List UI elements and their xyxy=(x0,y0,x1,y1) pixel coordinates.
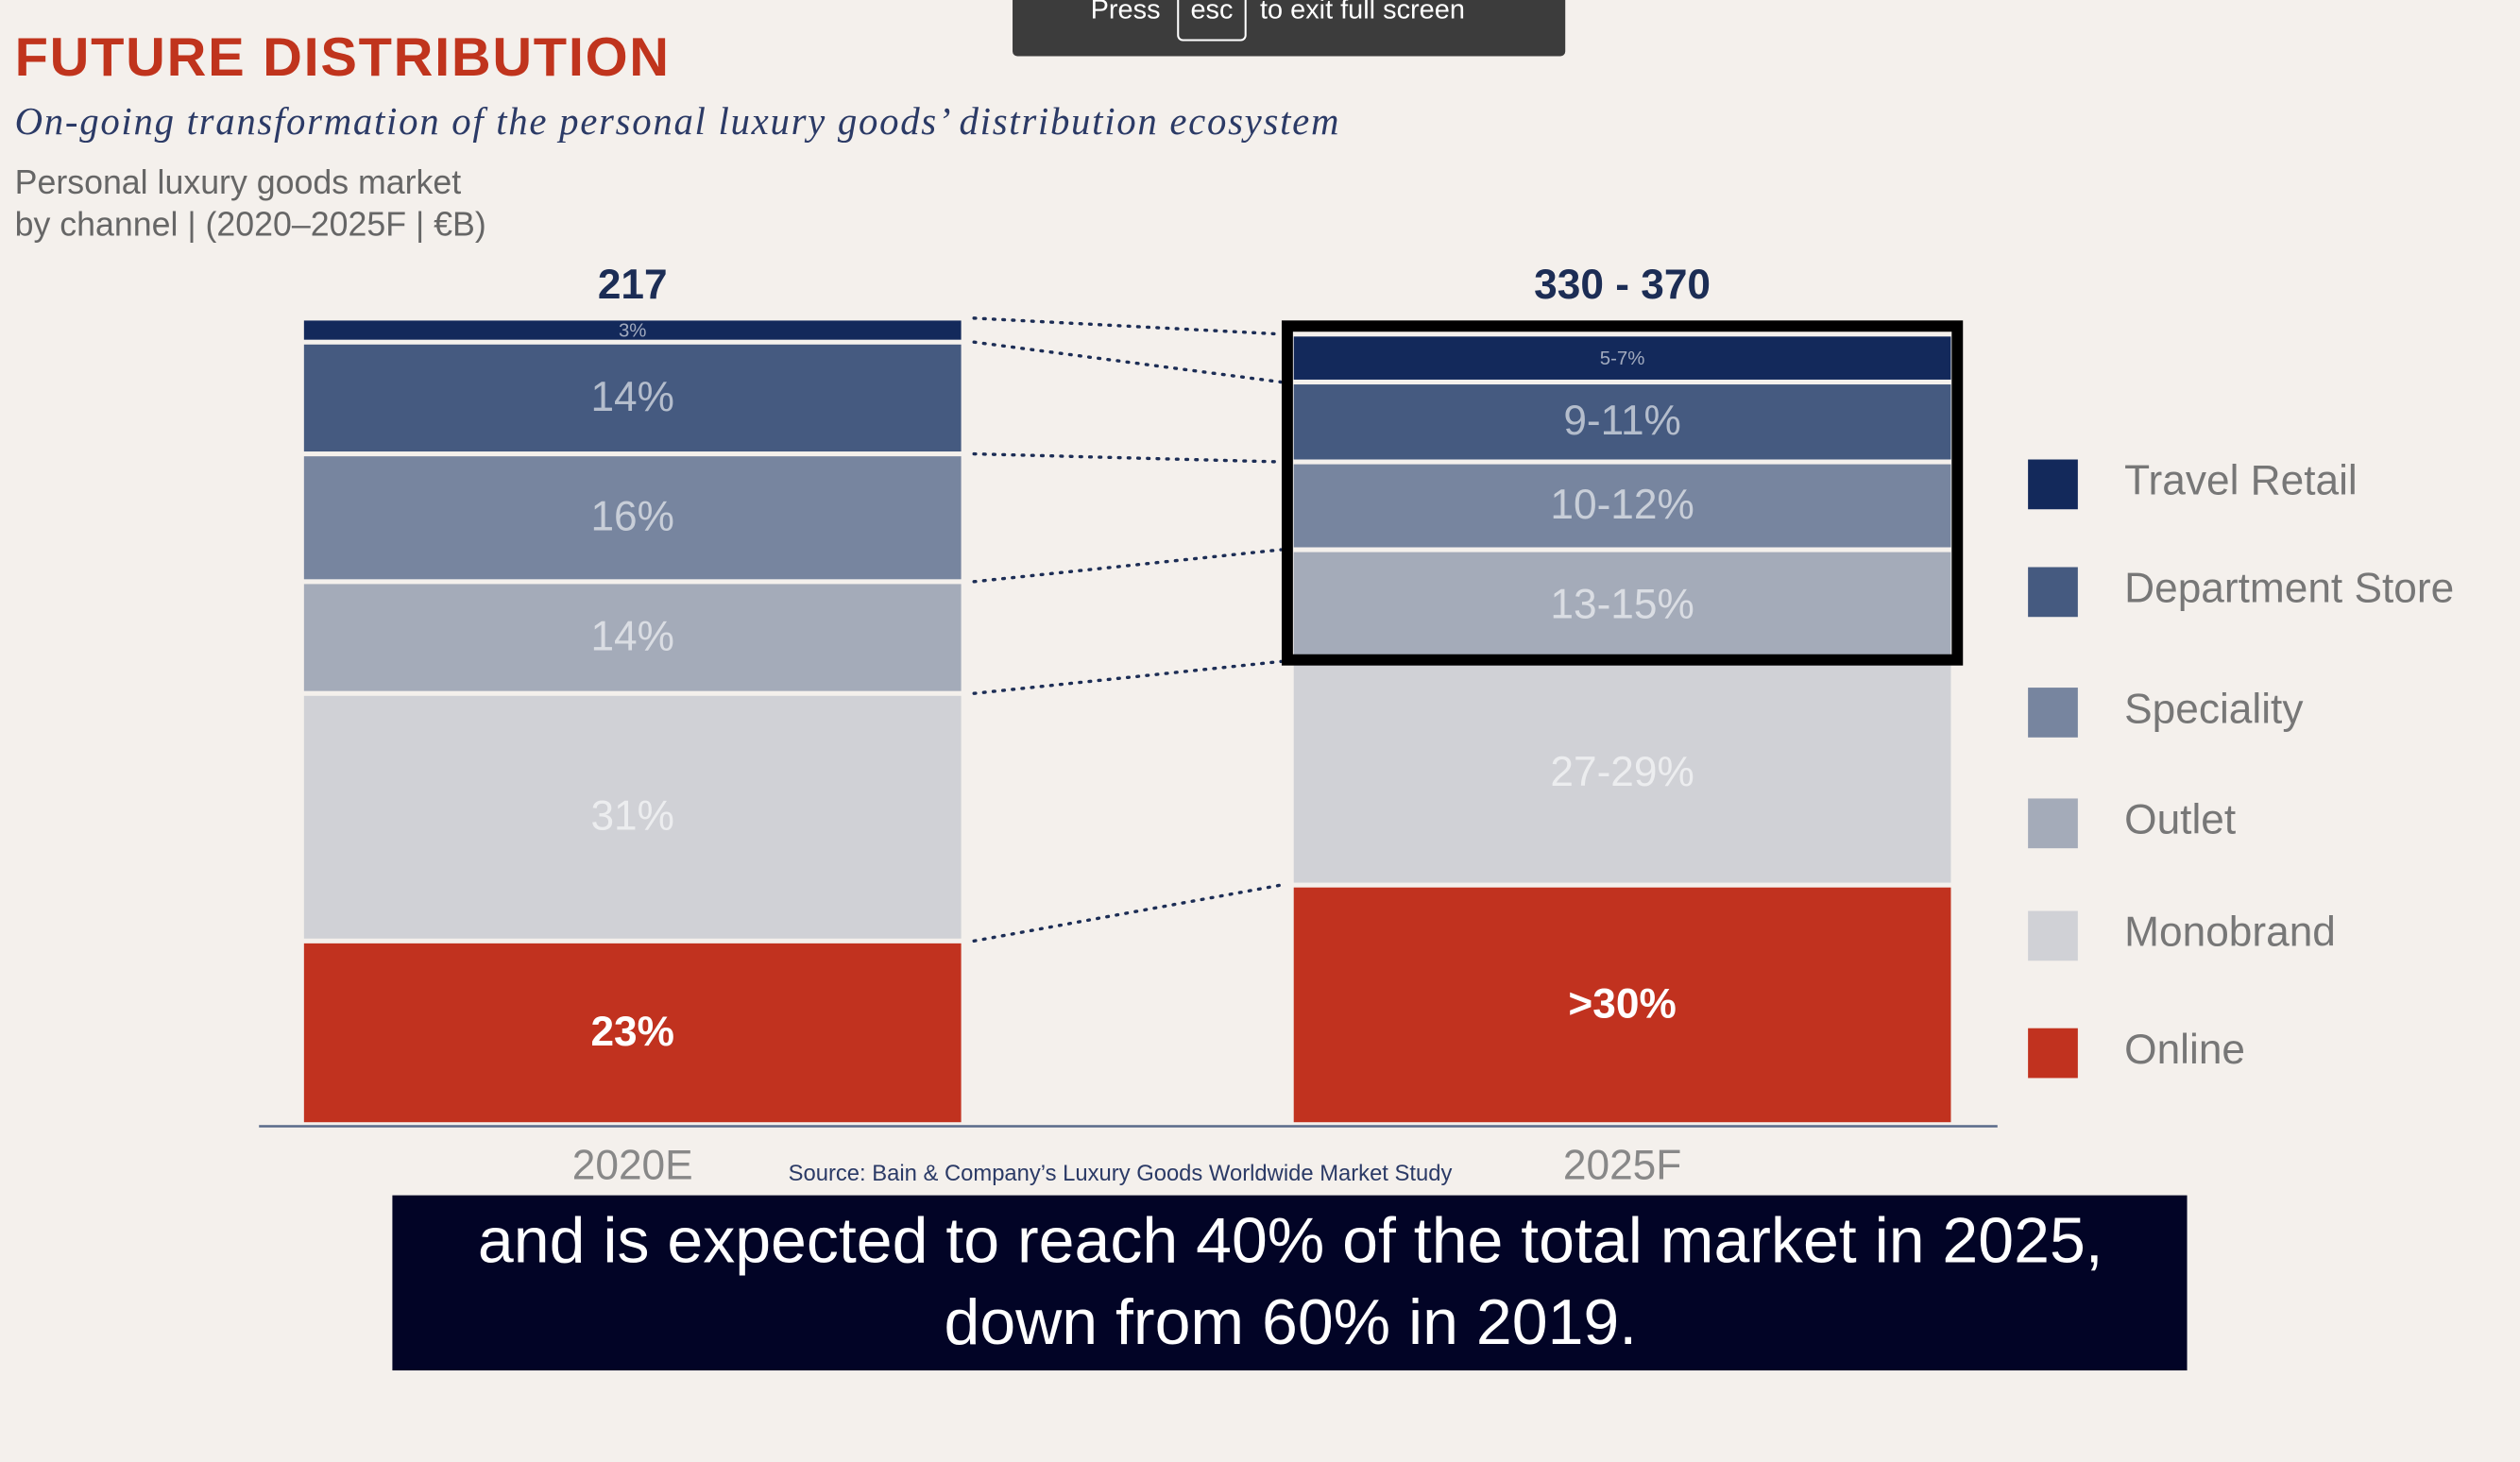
description: by channel | (2020–2025F | €B) xyxy=(15,205,486,243)
value-label: 27-29% xyxy=(1550,749,1694,795)
legend-label: Department Store xyxy=(2124,566,2454,612)
legend-swatch xyxy=(2028,567,2078,618)
connector xyxy=(972,451,1283,464)
caption: down from 60% in 2019. xyxy=(944,1286,1637,1358)
bar-segment xyxy=(1293,464,1951,548)
x-tick-label: 2020E xyxy=(572,1142,693,1188)
legend-swatch xyxy=(2028,910,2078,961)
bar-segment xyxy=(1293,552,1951,659)
notice-text: Press xyxy=(1091,0,1161,26)
legend-label: Outlet xyxy=(2124,797,2236,843)
value-label: 14% xyxy=(590,374,674,420)
caption: and is expected to reach 40% of the tota… xyxy=(478,1204,2103,1276)
bar-segment xyxy=(1293,384,1951,460)
notice-text: to exit full screen xyxy=(1260,0,1465,26)
value-label: 3% xyxy=(619,321,647,342)
chart-title: FUTURE DISTRIBUTION xyxy=(15,27,671,88)
bar-segment xyxy=(1293,336,1951,380)
bar-segment xyxy=(303,943,962,1123)
legend-swatch xyxy=(2028,798,2078,849)
bar-segment xyxy=(1293,887,1951,1123)
legend-label: Travel Retail xyxy=(2124,458,2358,504)
chart-subtitle: On-going transformation of the personal … xyxy=(15,100,1340,143)
bar-segment xyxy=(1293,663,1951,883)
connector xyxy=(972,548,1283,584)
connector xyxy=(972,340,1283,384)
value-label: >30% xyxy=(1568,980,1676,1027)
bar-segment xyxy=(303,584,962,691)
connector xyxy=(972,316,1283,336)
value-label: 13-15% xyxy=(1550,582,1694,628)
fullscreen-banner xyxy=(1013,0,1566,57)
bar-segment xyxy=(303,320,962,340)
connector xyxy=(972,883,1283,944)
connector xyxy=(972,659,1283,695)
legend-label: Monobrand xyxy=(2124,910,2336,956)
value-label: 10-12% xyxy=(1550,482,1694,528)
key-box xyxy=(1177,0,1247,42)
bar-segment xyxy=(303,695,962,939)
value-label: 5-7% xyxy=(1600,348,1645,369)
highlight-box xyxy=(1281,320,1964,666)
legend-label: Speciality xyxy=(2124,686,2304,732)
value-label: 9-11% xyxy=(1563,398,1681,444)
value-label: 31% xyxy=(590,793,674,840)
legend-swatch xyxy=(2028,688,2078,738)
value-label: 16% xyxy=(590,494,674,540)
value-label: 14% xyxy=(590,613,674,659)
legend-label: Online xyxy=(2124,1027,2245,1073)
description: Personal luxury goods market xyxy=(15,163,462,201)
legend-swatch xyxy=(2028,1028,2078,1079)
bar-segment xyxy=(303,456,962,580)
plot: 23% 31% 14% 16% 14% 3% 217 2020E >30% 27-29% 13-15… xyxy=(303,262,2454,1188)
x-tick-label: 2025F xyxy=(1563,1142,1681,1188)
total-label: 330 - 370 xyxy=(1534,262,1711,308)
caption-box xyxy=(392,1195,2188,1371)
legend-swatch xyxy=(2028,459,2078,510)
bar-segment xyxy=(303,344,962,452)
total-label: 217 xyxy=(598,262,668,308)
value-label: 23% xyxy=(590,1009,674,1055)
source: Source: Bain & Company’s Luxury Goods Wo… xyxy=(789,1161,1453,1186)
notice-key: esc xyxy=(1190,0,1233,26)
